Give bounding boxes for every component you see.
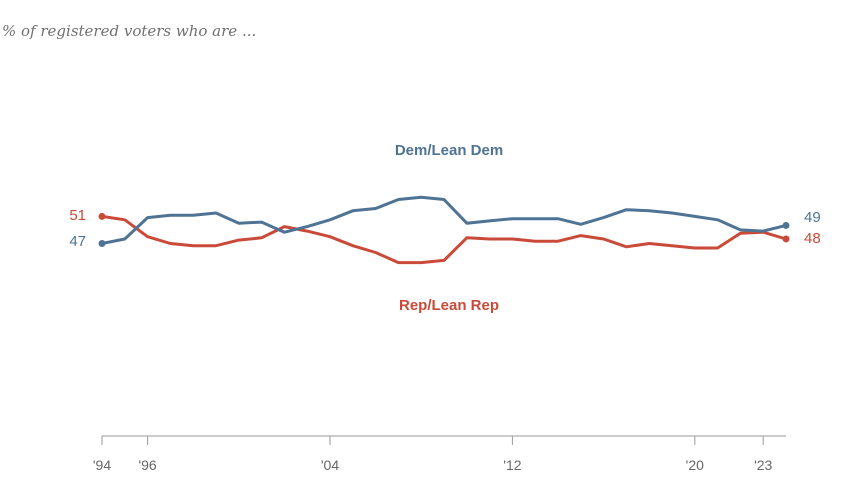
chart-subtitle: % of registered voters who are ...	[2, 22, 257, 40]
x-tick-label: '04	[321, 457, 339, 473]
series-label-dem: Dem/Lean Dem	[395, 142, 503, 159]
series-line-rep	[100, 214, 788, 265]
end-point-rep	[782, 235, 790, 243]
end-value-label-dem: 49	[804, 209, 821, 226]
start-value-label-rep: 51	[69, 207, 86, 224]
x-tick-label: '23	[754, 457, 772, 473]
x-tick-label: '12	[503, 457, 521, 473]
start-value-label-dem: 47	[69, 233, 86, 250]
end-value-label-rep: 48	[804, 230, 821, 247]
end-point-dem	[782, 221, 790, 229]
x-tick-label: '94	[93, 457, 111, 473]
start-point-dem	[98, 239, 106, 247]
series-line-dem	[100, 195, 788, 245]
start-point-rep	[98, 212, 106, 220]
x-tick-label: '20	[686, 457, 704, 473]
series-label-rep: Rep/Lean Rep	[399, 297, 499, 314]
x-tick-label: '96	[138, 457, 156, 473]
